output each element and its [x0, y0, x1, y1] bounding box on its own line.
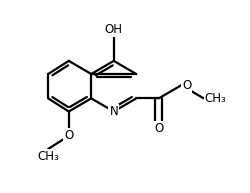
Text: O: O [64, 129, 74, 142]
Text: CH₃: CH₃ [205, 92, 227, 105]
Text: N: N [110, 105, 118, 118]
Text: O: O [182, 79, 192, 92]
Text: O: O [154, 122, 163, 135]
Text: CH₃: CH₃ [37, 150, 59, 163]
Text: OH: OH [105, 23, 123, 36]
